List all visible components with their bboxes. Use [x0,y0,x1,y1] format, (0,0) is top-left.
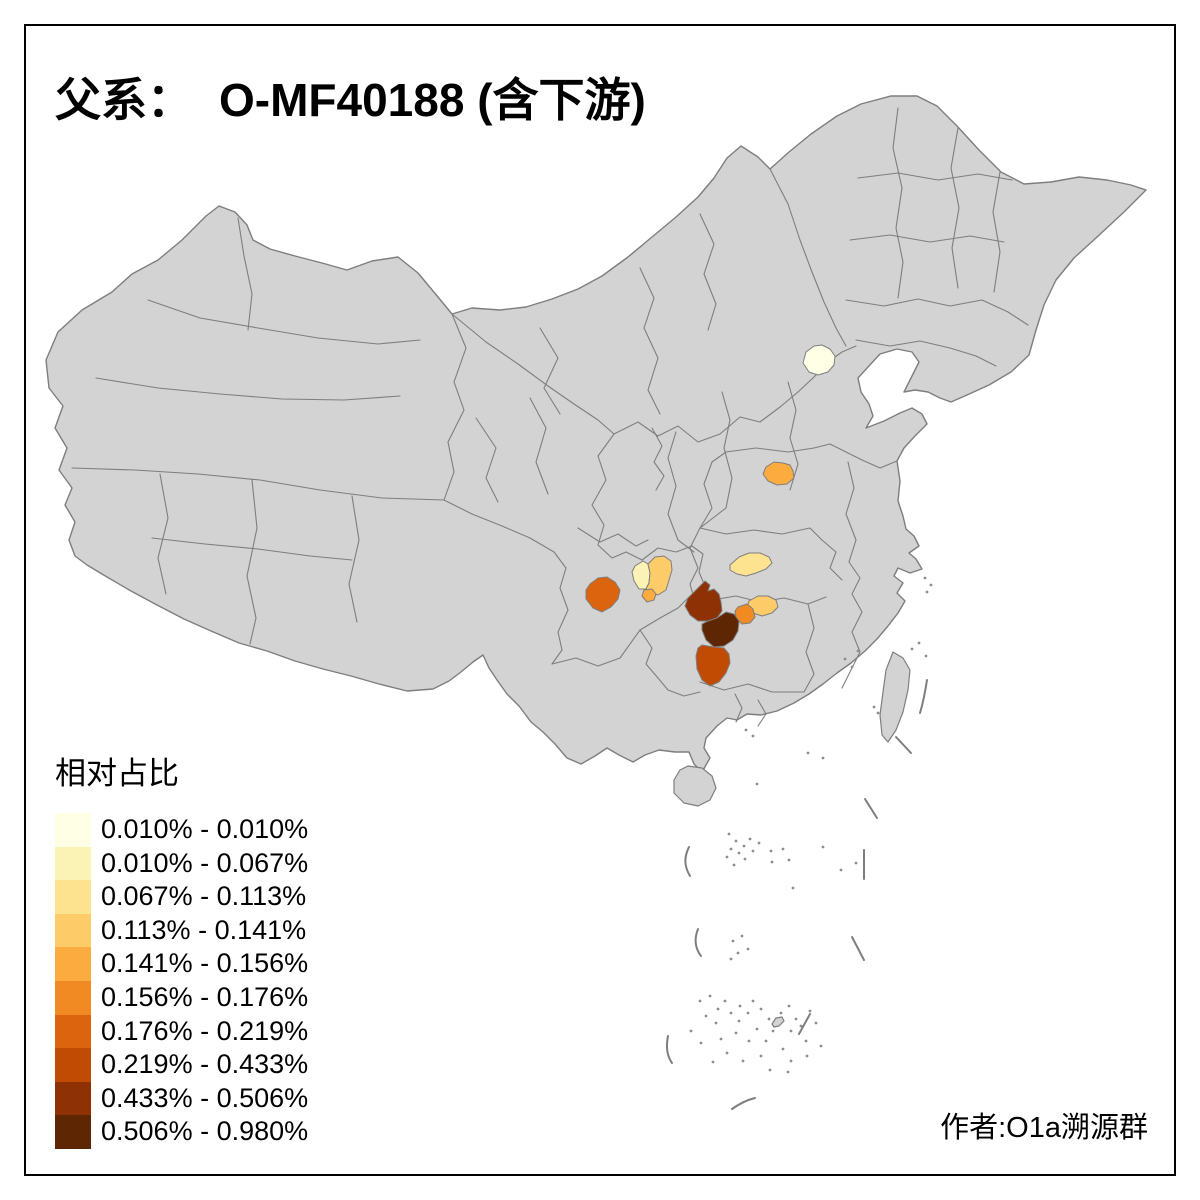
legend-swatch [55,1048,91,1082]
legend-title: 相对占比 [55,756,179,791]
title-main: O-MF40188 (含下游) [219,74,646,126]
hainan-island [673,765,717,807]
legend-label: 0.141% - 0.156% [101,948,309,979]
legend-swatch [55,1115,91,1149]
region-north-guizhou [684,580,723,622]
legend-label: 0.010% - 0.067% [101,847,309,878]
legend-row: 0.506% - 0.980% [55,1115,308,1149]
legend-row: 0.067% - 0.113% [55,880,308,914]
legend-row: 0.010% - 0.010% [55,813,308,847]
title-prefix: 父系： [55,73,193,127]
legend-swatch [55,880,91,914]
region-west-hubei [729,552,773,577]
legend-rows: 0.010% - 0.010% 0.010% - 0.067% 0.067% -… [55,813,308,1149]
legend-row: 0.141% - 0.156% [55,947,308,981]
legend-swatch [55,1081,91,1116]
legend-label: 0.067% - 0.113% [101,881,307,912]
region-beijing [802,344,836,376]
legend-row: 0.176% - 0.219% [55,1014,309,1049]
region-south-sichuan-small [641,588,657,603]
region-northwest-hunan [734,603,756,625]
taiwan-island [879,651,911,743]
province-borders [71,107,1029,727]
island-specks [689,576,933,1074]
map-legend: 相对占比 0.010% - 0.010% 0.010% - 0.067% 0.0… [55,748,308,1149]
legend-swatch [55,1014,91,1049]
legend-row: 0.433% - 0.506% [55,1081,309,1116]
legend-label: 0.113% - 0.141% [101,914,307,945]
legend-swatch [55,846,91,881]
legend-label: 0.433% - 0.506% [101,1082,309,1113]
legend-swatch [55,947,91,981]
plot-frame-border [24,24,1176,1176]
legend-label: 0.506% - 0.980% [101,1116,309,1147]
legend-row: 0.113% - 0.141% [55,913,308,948]
islands [673,651,911,1028]
legend-swatch [55,980,91,1015]
region-east-sichuan [645,555,673,596]
legend-label: 0.156% - 0.176% [101,981,309,1012]
page-title: 父系： O-MF40188 (含下游) [55,64,646,130]
spratly-islet [771,1016,785,1028]
legend-row: 0.010% - 0.067% [55,846,309,881]
region-zhengzhou-henan [762,461,795,486]
author-attribution: 作者:O1a溯源群 [940,1112,1148,1144]
legend-swatch [55,913,91,948]
region-southwest-sichuan [585,576,621,613]
highlight-regions [585,344,836,687]
mainland-landmass [45,95,1147,773]
region-central-guizhou [701,611,740,648]
legend-row: 0.219% - 0.433% [55,1048,308,1082]
legend-swatch [55,813,91,847]
sea-boundary-dashes [666,679,928,1110]
region-south-guizhou [695,644,731,687]
legend-label: 0.176% - 0.219% [101,1015,309,1046]
legend-label: 0.219% - 0.433% [101,1049,309,1080]
legend-label: 0.010% - 0.010% [101,814,309,844]
legend-row: 0.156% - 0.176% [55,980,309,1015]
